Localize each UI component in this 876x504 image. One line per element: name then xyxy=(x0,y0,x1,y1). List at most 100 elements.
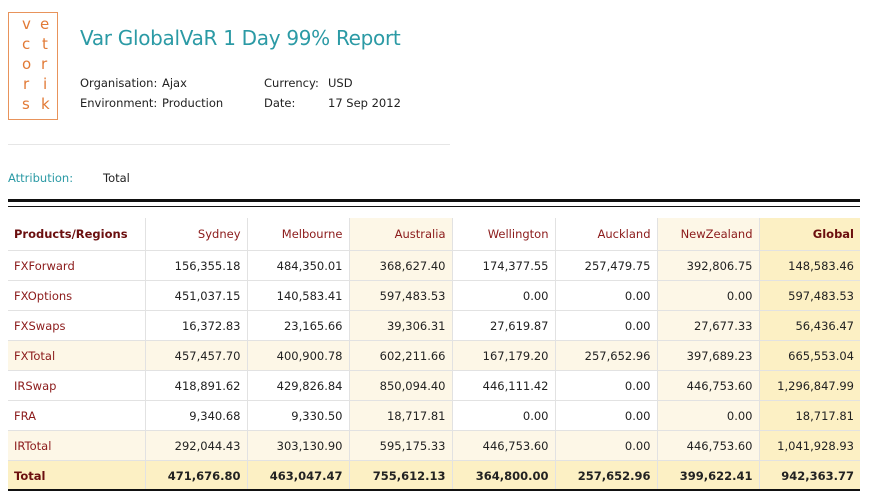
organisation-value: Ajax xyxy=(162,76,187,90)
column-header-auckland: Auckland xyxy=(555,218,658,251)
table-cell: 0.00 xyxy=(555,430,658,461)
currency-value: USD xyxy=(328,76,353,90)
logo-letter: r xyxy=(41,55,48,73)
table-cell: 16,372.83 xyxy=(145,310,248,341)
logo-letter: i xyxy=(43,75,48,93)
table-cell: 602,211.66 xyxy=(349,340,453,371)
table-cell: 451,037.15 xyxy=(145,280,248,311)
table-cell: 397,689.23 xyxy=(657,340,760,371)
table-cell: 1,296,847.99 xyxy=(759,370,860,401)
table-cell: 0.00 xyxy=(452,280,556,311)
table-row: FXSwaps 16,372.83 23,165.66 39,306.31 27… xyxy=(8,310,860,341)
table-top-rule-thin xyxy=(8,206,860,207)
table-cell: 399,622.41 xyxy=(657,460,760,490)
table-cell: 156,355.18 xyxy=(145,250,248,281)
table-cell: 418,891.62 xyxy=(145,370,248,401)
table-header-row: Products/Regions Sydney Melbourne Austra… xyxy=(8,218,860,251)
date-label: Date: xyxy=(264,96,296,110)
vectorisk-logo: v e c t o r r i s k xyxy=(8,12,58,120)
table-bottom-rule xyxy=(8,489,860,491)
table-cell: 471,676.80 xyxy=(145,460,248,490)
table-cell: 292,044.43 xyxy=(145,430,248,461)
logo-letter: e xyxy=(40,15,50,33)
table-cell: 0.00 xyxy=(555,400,658,431)
table-cell: 140,583.41 xyxy=(247,280,350,311)
table-cell: 597,483.53 xyxy=(759,280,860,311)
table-cell: 257,652.96 xyxy=(555,460,658,490)
row-label-irswap: IRSwap xyxy=(8,370,146,401)
table-cell: 0.00 xyxy=(555,280,658,311)
table-cell: 39,306.31 xyxy=(349,310,453,341)
column-header-sydney: Sydney xyxy=(145,218,248,251)
table-cell: 257,479.75 xyxy=(555,250,658,281)
column-header-global: Global xyxy=(759,218,860,251)
table-cell: 148,583.46 xyxy=(759,250,860,281)
table-cell: 0.00 xyxy=(555,370,658,401)
column-header-australia: Australia xyxy=(349,218,453,251)
table-subtotal-row: FXTotal 457,457.70 400,900.78 602,211.66… xyxy=(8,340,860,371)
row-label-fra: FRA xyxy=(8,400,146,431)
logo-letter: s xyxy=(22,95,30,113)
table-cell: 18,717.81 xyxy=(349,400,453,431)
logo-letter: c xyxy=(22,35,31,53)
table-cell: 595,175.33 xyxy=(349,430,453,461)
table-row: IRSwap 418,891.62 429,826.84 850,094.40 … xyxy=(8,370,860,401)
table-cell: 392,806.75 xyxy=(657,250,760,281)
header-divider xyxy=(8,144,450,145)
row-label-fxtotal: FXTotal xyxy=(8,340,146,371)
environment-value: Production xyxy=(162,96,224,110)
row-label-fxoptions: FXOptions xyxy=(8,280,146,311)
table-cell: 446,111.42 xyxy=(452,370,556,401)
table-cell: 174,377.55 xyxy=(452,250,556,281)
table-cell: 23,165.66 xyxy=(247,310,350,341)
attribution-label: Attribution: xyxy=(8,171,74,185)
table-cell: 1,041,928.93 xyxy=(759,430,860,461)
row-label-total: Total xyxy=(8,460,146,490)
table-cell: 446,753.60 xyxy=(657,370,760,401)
date-value: 17 Sep 2012 xyxy=(328,96,401,110)
table-cell: 257,652.96 xyxy=(555,340,658,371)
logo-letter: v xyxy=(22,15,31,33)
table-cell: 942,363.77 xyxy=(759,460,860,490)
column-header-products-regions: Products/Regions xyxy=(8,218,146,251)
table-cell: 368,627.40 xyxy=(349,250,453,281)
column-header-melbourne: Melbourne xyxy=(247,218,350,251)
logo-letter: t xyxy=(42,35,48,53)
row-label-fxforward: FXForward xyxy=(8,250,146,281)
table-cell: 597,483.53 xyxy=(349,280,453,311)
table-cell: 0.00 xyxy=(452,400,556,431)
table-row: FXOptions 451,037.15 140,583.41 597,483.… xyxy=(8,280,860,311)
table-cell: 27,677.33 xyxy=(657,310,760,341)
table-subtotal-row: IRTotal 292,044.43 303,130.90 595,175.33… xyxy=(8,430,860,461)
table-cell: 0.00 xyxy=(555,310,658,341)
table-cell: 850,094.40 xyxy=(349,370,453,401)
var-report-table: Products/Regions Sydney Melbourne Austra… xyxy=(8,218,860,490)
table-cell: 665,553.04 xyxy=(759,340,860,371)
table-cell: 9,340.68 xyxy=(145,400,248,431)
table-top-rule xyxy=(8,199,860,202)
table-cell: 446,753.60 xyxy=(452,430,556,461)
table-cell: 0.00 xyxy=(657,400,760,431)
attribution-value: Total xyxy=(103,171,130,185)
table-cell: 167,179.20 xyxy=(452,340,556,371)
table-cell: 9,330.50 xyxy=(247,400,350,431)
column-header-newzealand: NewZealand xyxy=(657,218,760,251)
table-cell: 457,457.70 xyxy=(145,340,248,371)
logo-letter: k xyxy=(41,95,50,113)
column-header-wellington: Wellington xyxy=(452,218,556,251)
currency-label: Currency: xyxy=(264,76,319,90)
table-cell: 446,753.60 xyxy=(657,430,760,461)
table-total-row: Total 471,676.80 463,047.47 755,612.13 3… xyxy=(8,460,860,490)
report-title: Var GlobalVaR 1 Day 99% Report xyxy=(80,26,401,50)
table-cell: 18,717.81 xyxy=(759,400,860,431)
table-row: FXForward 156,355.18 484,350.01 368,627.… xyxy=(8,250,860,281)
organisation-label: Organisation: xyxy=(80,76,158,90)
table-cell: 484,350.01 xyxy=(247,250,350,281)
table-cell: 364,800.00 xyxy=(452,460,556,490)
table-cell: 0.00 xyxy=(657,280,760,311)
table-cell: 755,612.13 xyxy=(349,460,453,490)
environment-label: Environment: xyxy=(80,96,158,110)
logo-letter: r xyxy=(23,75,30,93)
table-cell: 400,900.78 xyxy=(247,340,350,371)
table-cell: 429,826.84 xyxy=(247,370,350,401)
